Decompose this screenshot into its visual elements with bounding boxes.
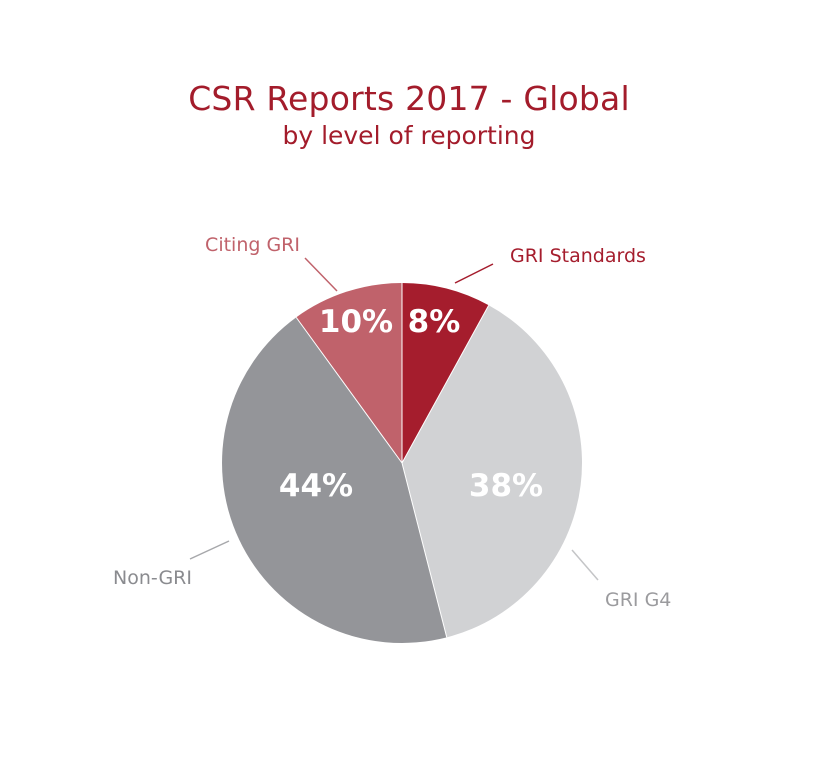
category-label-gri-standards: GRI Standards (510, 245, 646, 267)
callout-line-citing-gri (304, 257, 338, 292)
callout-line-non-gri (189, 540, 230, 560)
callout-line-gri-g4 (571, 549, 599, 581)
value-label-gri-g4: 38% (469, 468, 543, 504)
pie-callouts: GRI Standards GRI G4 Non-GRI Citing GRI (113, 234, 671, 611)
pie-value-labels: 8% 38% 44% 10% (279, 304, 543, 504)
slice-separator (401, 462, 448, 638)
pie-slice-gri-standards (402, 283, 489, 463)
chart-header: CSR Reports 2017 - Global by level of re… (0, 78, 818, 152)
pie-slice-gri-g4 (402, 305, 583, 638)
value-label-citing-gri: 10% (319, 304, 393, 340)
chart-subtitle: by level of reporting (282, 121, 536, 150)
category-label-gri-g4: GRI G4 (605, 589, 671, 611)
pie-slice-non-gri (222, 317, 447, 643)
pie-slice-citing-gri (296, 283, 402, 463)
category-label-citing-gri: Citing GRI (205, 234, 300, 256)
slice-separator (295, 317, 403, 464)
category-label-non-gri: Non-GRI (113, 567, 192, 589)
value-label-gri-standards: 8% (408, 304, 461, 340)
value-label-non-gri: 44% (279, 468, 353, 504)
callout-line-gri-standards (454, 263, 494, 284)
chart-title: CSR Reports 2017 - Global (188, 79, 630, 118)
slice-separator (401, 305, 490, 464)
pie-slices (222, 283, 583, 643)
